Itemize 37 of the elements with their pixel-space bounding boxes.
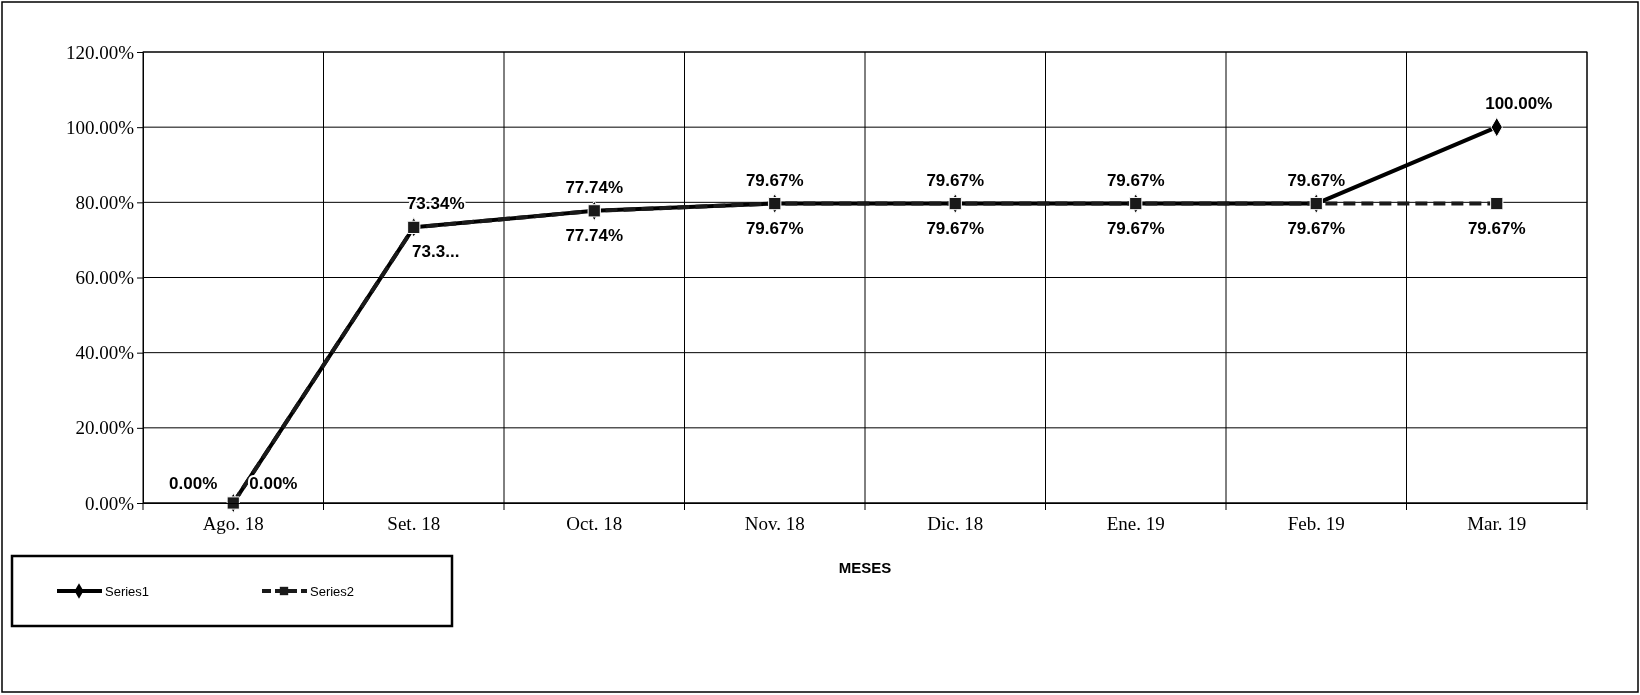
y-tick-label: 120.00% [65, 41, 135, 63]
point [587, 204, 601, 218]
data-label: 77.74% [565, 225, 624, 245]
x-axis-title: MESES [838, 559, 892, 576]
data-label: 79.67% [1287, 170, 1346, 190]
legend-label: Series2 [310, 584, 355, 599]
y-tick-label: 40.00% [75, 342, 135, 364]
y-tick-label: 60.00% [75, 267, 135, 289]
point [226, 496, 240, 510]
data-label: 73.3... [412, 242, 460, 262]
data-label: 79.67% [926, 170, 985, 190]
point [1490, 196, 1504, 211]
data-label: 79.67% [1467, 218, 1526, 238]
x-tick-label: Dic. 18 [927, 513, 984, 535]
data-label: 0.00% [169, 474, 218, 493]
x-tick-label: Feb. 19 [1287, 513, 1345, 535]
data-label: 79.67% [926, 218, 985, 238]
y-tick-label: 80.00% [75, 191, 135, 213]
x-tick-label: Set. 18 [387, 513, 441, 535]
legend-label: Series1 [105, 584, 150, 599]
x-tick-label: Ene. 19 [1106, 513, 1165, 535]
data-label: 77.74% [565, 177, 624, 197]
data-label: 79.67% [745, 170, 804, 190]
data-label: 79.67% [1106, 218, 1165, 238]
y-tick-label: 0.00% [84, 492, 135, 514]
y-tick-label: 20.00% [75, 417, 135, 439]
point [407, 220, 421, 234]
data-label: 0.00% [249, 474, 298, 493]
x-tick-label: Ago. 18 [202, 513, 264, 535]
x-tick-label: Mar. 19 [1467, 513, 1527, 535]
data-label: 79.67% [745, 218, 804, 238]
x-tick-label: Oct. 18 [566, 513, 623, 535]
data-label: 79.67% [1106, 170, 1165, 190]
y-tick-label: 100.00% [65, 116, 135, 138]
data-label: 100.00% [1485, 94, 1553, 114]
x-tick-label: Nov. 18 [744, 513, 805, 535]
data-label: 79.67% [1287, 218, 1346, 238]
